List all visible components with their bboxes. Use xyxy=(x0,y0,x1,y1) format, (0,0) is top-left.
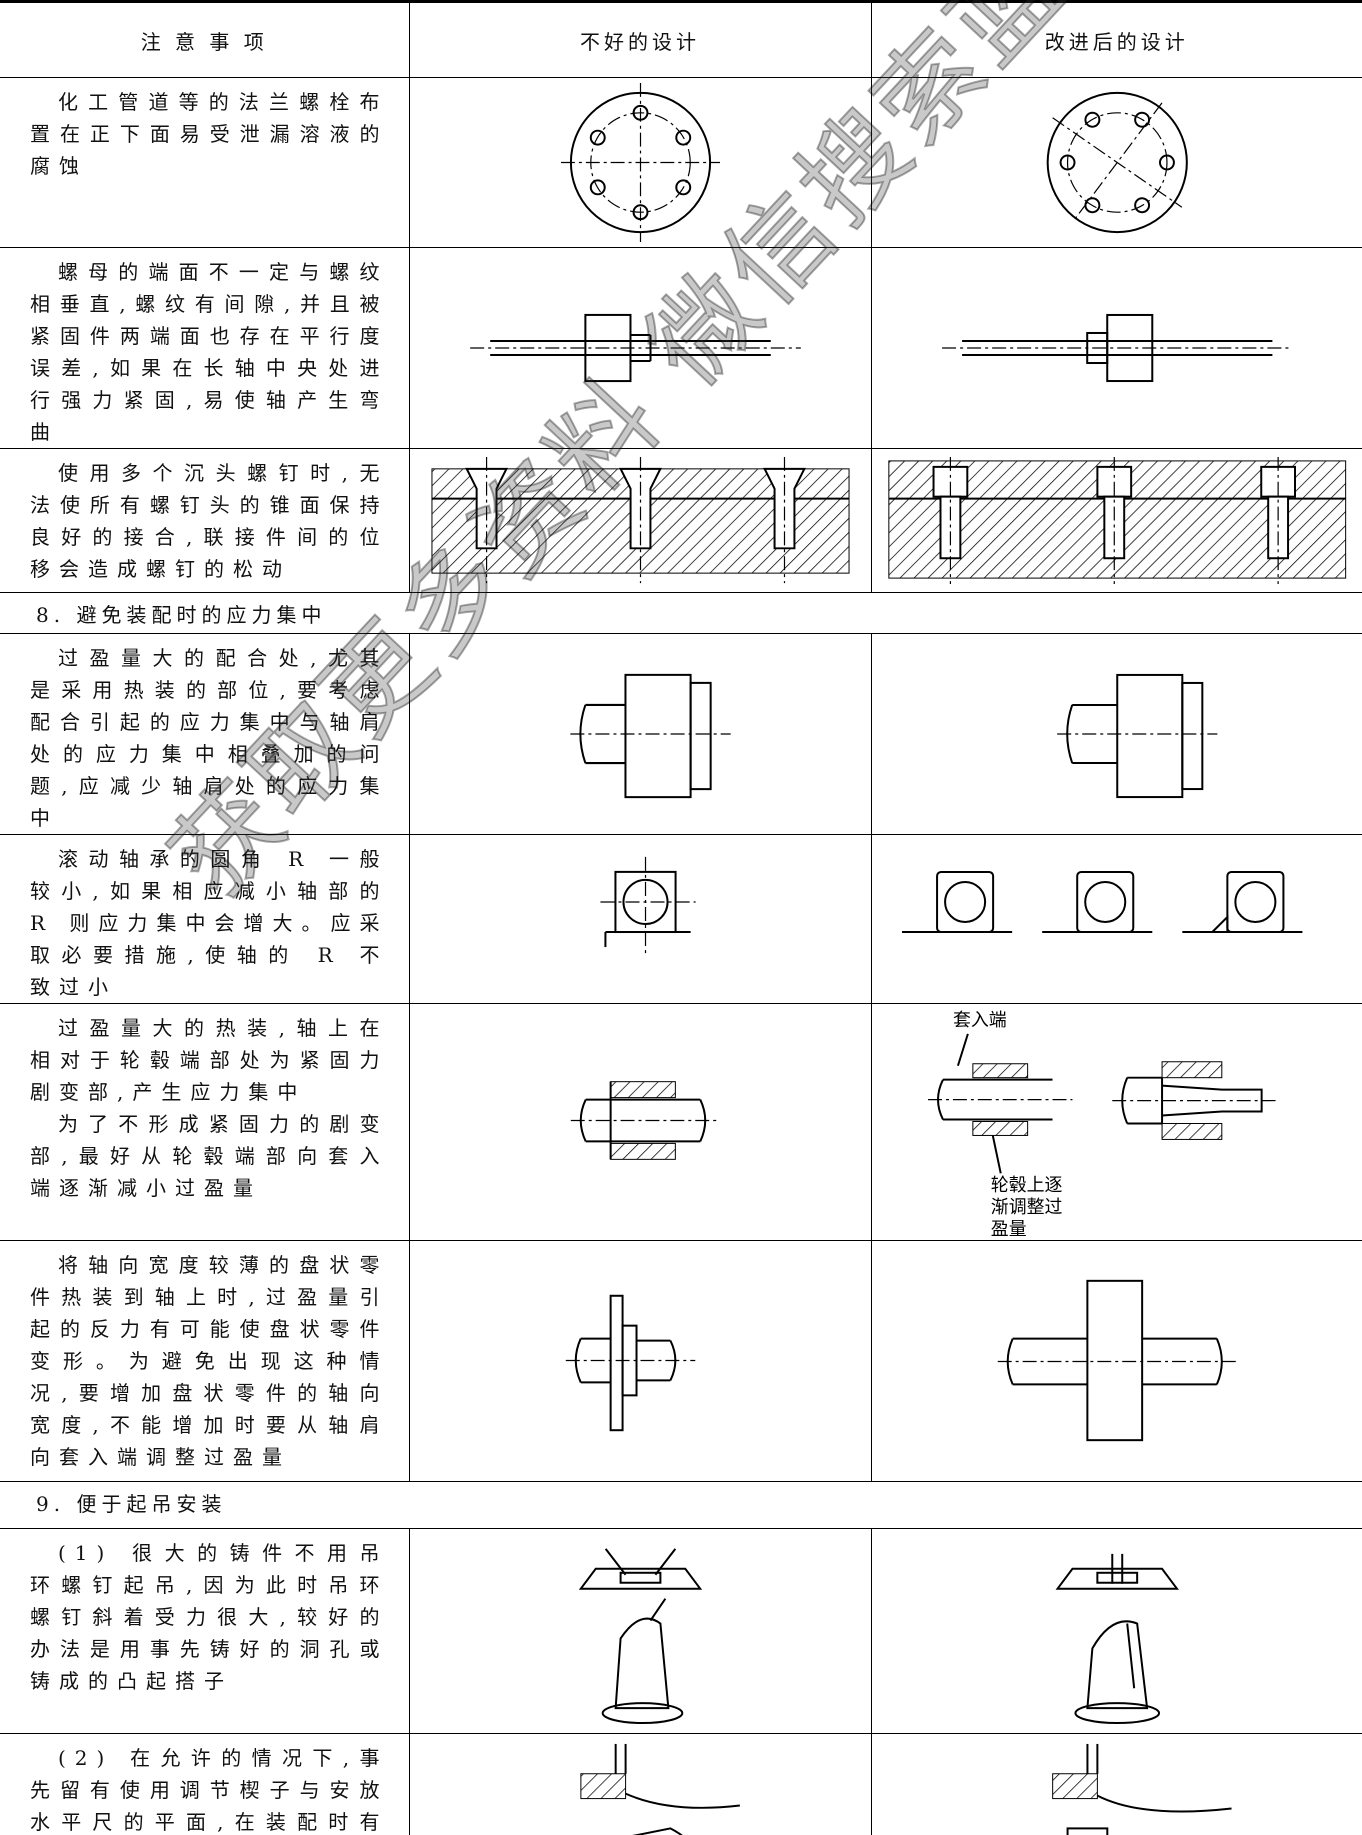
header-cell: 不好的设计 xyxy=(408,1,872,78)
note-cell: 滚动轴承的圆角 R 一般较小,如果相应减小轴部的 R 则应力集中会增大。应采取必… xyxy=(0,834,410,1004)
row: 过盈量大的配合处,尤其是采用热装的部位,要考虑配合引起的应力集中与轴肩处的应力集… xyxy=(0,633,1362,835)
figure-label: 盈量 xyxy=(990,1219,1026,1240)
figure-cell xyxy=(408,77,872,248)
figure-cell xyxy=(408,1733,872,1835)
note-cell: 过盈量大的热装,轴上在相对于轮毂端部处为紧固力剧变部,产生应力集中 为了不形成紧… xyxy=(0,1003,410,1241)
figure-cell xyxy=(870,633,1362,835)
figure-cell xyxy=(870,77,1362,248)
note: 化工管道等的法兰螺栓布置在正下面易受泄漏溶液的腐蚀 xyxy=(30,90,389,178)
section-row: 9. 便于起吊安装 xyxy=(0,1481,1362,1529)
row: (2) 在允许的情况下,事先留有使用调节楔子与安放水平尺的平面,在装配时有很大好… xyxy=(0,1733,1362,1835)
note: 过盈量大的配合处,尤其是采用热装的部位,要考虑配合引起的应力集中与轴肩处的应力集… xyxy=(30,646,389,830)
section-row: 8. 避免装配时的应力集中 xyxy=(0,592,1362,634)
figure-label: 渐调整过 xyxy=(990,1197,1062,1218)
section-title: 9. 便于起吊安装 xyxy=(0,1481,1362,1529)
section-title: 8. 避免装配时的应力集中 xyxy=(0,592,1362,634)
lifting-good xyxy=(1055,1553,1179,1725)
flange-bad xyxy=(560,82,720,243)
screws-good xyxy=(887,456,1346,585)
note-cell: 将轴向宽度较薄的盘状零件热装到轴上时,过盈量引起的反力有可能使盘状零件变形。为避… xyxy=(0,1240,410,1482)
figure-cell xyxy=(870,247,1362,449)
figure-cell xyxy=(870,448,1362,593)
figure-cell xyxy=(408,448,872,593)
figure-cell: 套入端 轮毂上逐 渐调整过 盈量 xyxy=(870,1003,1362,1241)
header-cell: 注 意 事 项 xyxy=(0,1,410,78)
bearing-good xyxy=(901,870,1302,934)
level-good xyxy=(1051,1743,1232,1835)
row: (1) 很大的铸件不用吊环螺钉起吊,因为此时吊环螺钉斜着受力很大,较好的办法是用… xyxy=(0,1528,1362,1734)
figure-label: 套入端 xyxy=(952,1010,1006,1031)
figure-label: 轮毂上逐 xyxy=(990,1175,1062,1196)
disk-good xyxy=(997,1279,1237,1442)
note: 使用多个沉头螺钉时,无法使所有螺钉头的锥面保持良好的接合,联接件间的位移会造成螺… xyxy=(30,461,389,581)
note-cell: 螺母的端面不一定与螺纹相垂直,螺纹有间隙,并且被紧固件两端面也存在平行度误差,如… xyxy=(0,247,410,449)
shoulder-good xyxy=(1056,673,1217,799)
figure-cell xyxy=(870,834,1362,1004)
figure-cell xyxy=(408,1240,872,1482)
figure-cell xyxy=(408,247,872,449)
note: 滚动轴承的圆角 R 一般较小,如果相应减小轴部的 R 则应力集中会增大。应采取必… xyxy=(30,847,389,999)
figure-cell xyxy=(408,834,872,1004)
level-bad xyxy=(579,1743,740,1835)
hub-bad xyxy=(570,1081,720,1160)
row: 螺母的端面不一定与螺纹相垂直,螺纹有间隙,并且被紧固件两端面也存在平行度误差,如… xyxy=(0,247,1362,449)
row: 滚动轴承的圆角 R 一般较小,如果相应减小轴部的 R 则应力集中会增大。应采取必… xyxy=(0,834,1362,1004)
note: 过盈量大的热装,轴上在相对于轮毂端部处为紧固力剧变部,产生应力集中 xyxy=(30,1016,389,1104)
note-cell: (1) 很大的铸件不用吊环螺钉起吊,因为此时吊环螺钉斜着受力很大,较好的办法是用… xyxy=(0,1528,410,1734)
shoulder-bad xyxy=(569,673,731,799)
screws-bad xyxy=(430,456,850,584)
header-row: 注 意 事 项 不好的设计 改进后的设计 xyxy=(0,1,1362,78)
note-cell: 使用多个沉头螺钉时,无法使所有螺钉头的锥面保持良好的接合,联接件间的位移会造成螺… xyxy=(0,448,410,593)
disk-bad xyxy=(565,1294,695,1432)
row: 将轴向宽度较薄的盘状零件热装到轴上时,过盈量引起的反力有可能使盘状零件变形。为避… xyxy=(0,1240,1362,1482)
row: 过盈量大的热装,轴上在相对于轮毂端部处为紧固力剧变部,产生应力集中 为了不形成紧… xyxy=(0,1003,1362,1241)
lifting-bad xyxy=(578,1548,702,1725)
note-cell: 化工管道等的法兰螺栓布置在正下面易受泄漏溶液的腐蚀 xyxy=(0,77,410,248)
note: (1) 很大的铸件不用吊环螺钉起吊,因为此时吊环螺钉斜着受力很大,较好的办法是用… xyxy=(30,1541,389,1693)
note: 螺母的端面不一定与螺纹相垂直,螺纹有间隙,并且被紧固件两端面也存在平行度误差,如… xyxy=(30,260,389,444)
nut-good xyxy=(941,313,1292,383)
note: (2) 在允许的情况下,事先留有使用调节楔子与安放水平尺的平面,在装配时有很大好… xyxy=(30,1746,389,1834)
row: 使用多个沉头螺钉时,无法使所有螺钉头的锥面保持良好的接合,联接件间的位移会造成螺… xyxy=(0,448,1362,593)
row: 化工管道等的法兰螺栓布置在正下面易受泄漏溶液的腐蚀 xyxy=(0,77,1362,248)
figure-cell xyxy=(870,1240,1362,1482)
figure-cell xyxy=(408,1003,872,1241)
figure-cell xyxy=(408,633,872,835)
figure-cell xyxy=(870,1528,1362,1734)
note: 为了不形成紧固力的剧变部,最好从轮毂端部向套入端逐渐减小过盈量 xyxy=(30,1112,389,1200)
flange-good xyxy=(1046,91,1188,234)
nut-bad xyxy=(469,313,801,383)
figure-cell xyxy=(408,1528,872,1734)
note-cell: 过盈量大的配合处,尤其是采用热装的部位,要考虑配合引起的应力集中与轴肩处的应力集… xyxy=(0,633,410,835)
note-cell: (2) 在允许的情况下,事先留有使用调节楔子与安放水平尺的平面,在装配时有很大好… xyxy=(0,1733,410,1835)
figure-cell xyxy=(870,1733,1362,1835)
header-cell: 改进后的设计 xyxy=(870,1,1362,78)
bearing-bad xyxy=(599,856,696,958)
hub-good: 套入端 轮毂上逐 渐调整过 盈量 xyxy=(927,1010,1277,1240)
note: 将轴向宽度较薄的盘状零件热装到轴上时,过盈量引起的反力有可能使盘状零件变形。为避… xyxy=(30,1253,389,1469)
